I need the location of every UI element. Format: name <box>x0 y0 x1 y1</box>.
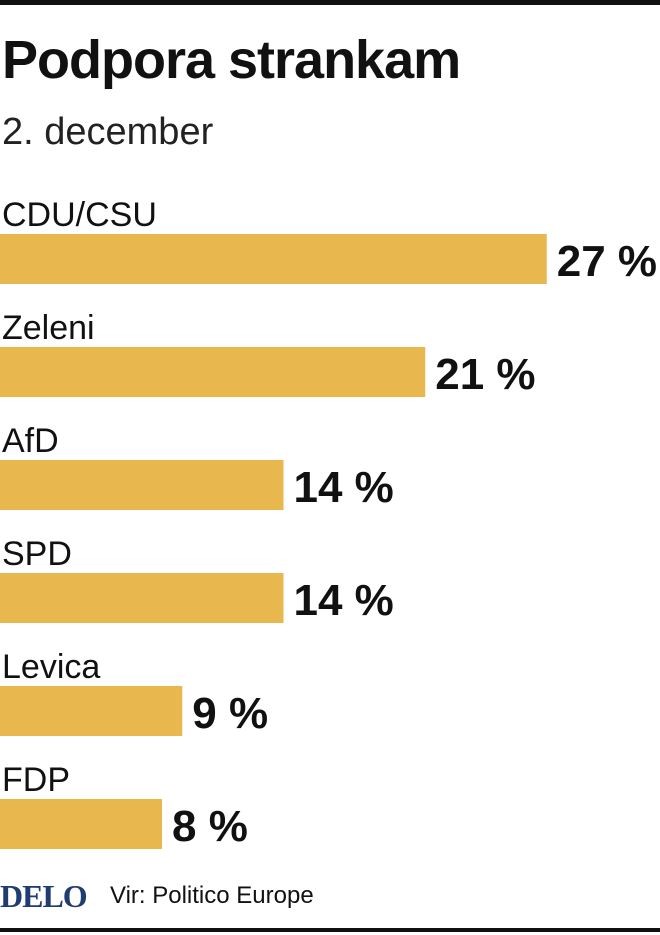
category-label-cdu-csu: CDU/CSU <box>2 196 157 234</box>
delo-logo: DELO <box>0 878 88 914</box>
value-label-spd: 14 % <box>294 576 394 625</box>
bar-fdp <box>0 799 162 849</box>
source-note: Vir: Politico Europe <box>110 882 314 909</box>
category-label-fdp: FDP <box>2 761 70 799</box>
category-label-zeleni: Zeleni <box>2 309 95 347</box>
bar-zeleni <box>0 347 426 397</box>
chart-subtitle: 2. december <box>2 111 214 153</box>
bar-cdu-csu <box>0 234 547 284</box>
value-label-levica: 9 % <box>192 689 268 738</box>
bar-spd <box>0 573 284 623</box>
value-label-zeleni: 21 % <box>435 350 535 399</box>
category-label-spd: SPD <box>2 535 72 573</box>
value-label-afd: 14 % <box>294 463 394 512</box>
value-label-fdp: 8 % <box>172 802 248 851</box>
bar-levica <box>0 686 183 736</box>
category-label-levica: Levica <box>2 648 100 686</box>
value-label-cdu-csu: 27 % <box>557 237 657 286</box>
bar-afd <box>0 460 284 510</box>
top-rule <box>0 0 660 5</box>
category-label-afd: AfD <box>2 422 59 460</box>
chart-title: Podpora strankam <box>2 30 461 90</box>
bottom-rule <box>0 928 660 932</box>
